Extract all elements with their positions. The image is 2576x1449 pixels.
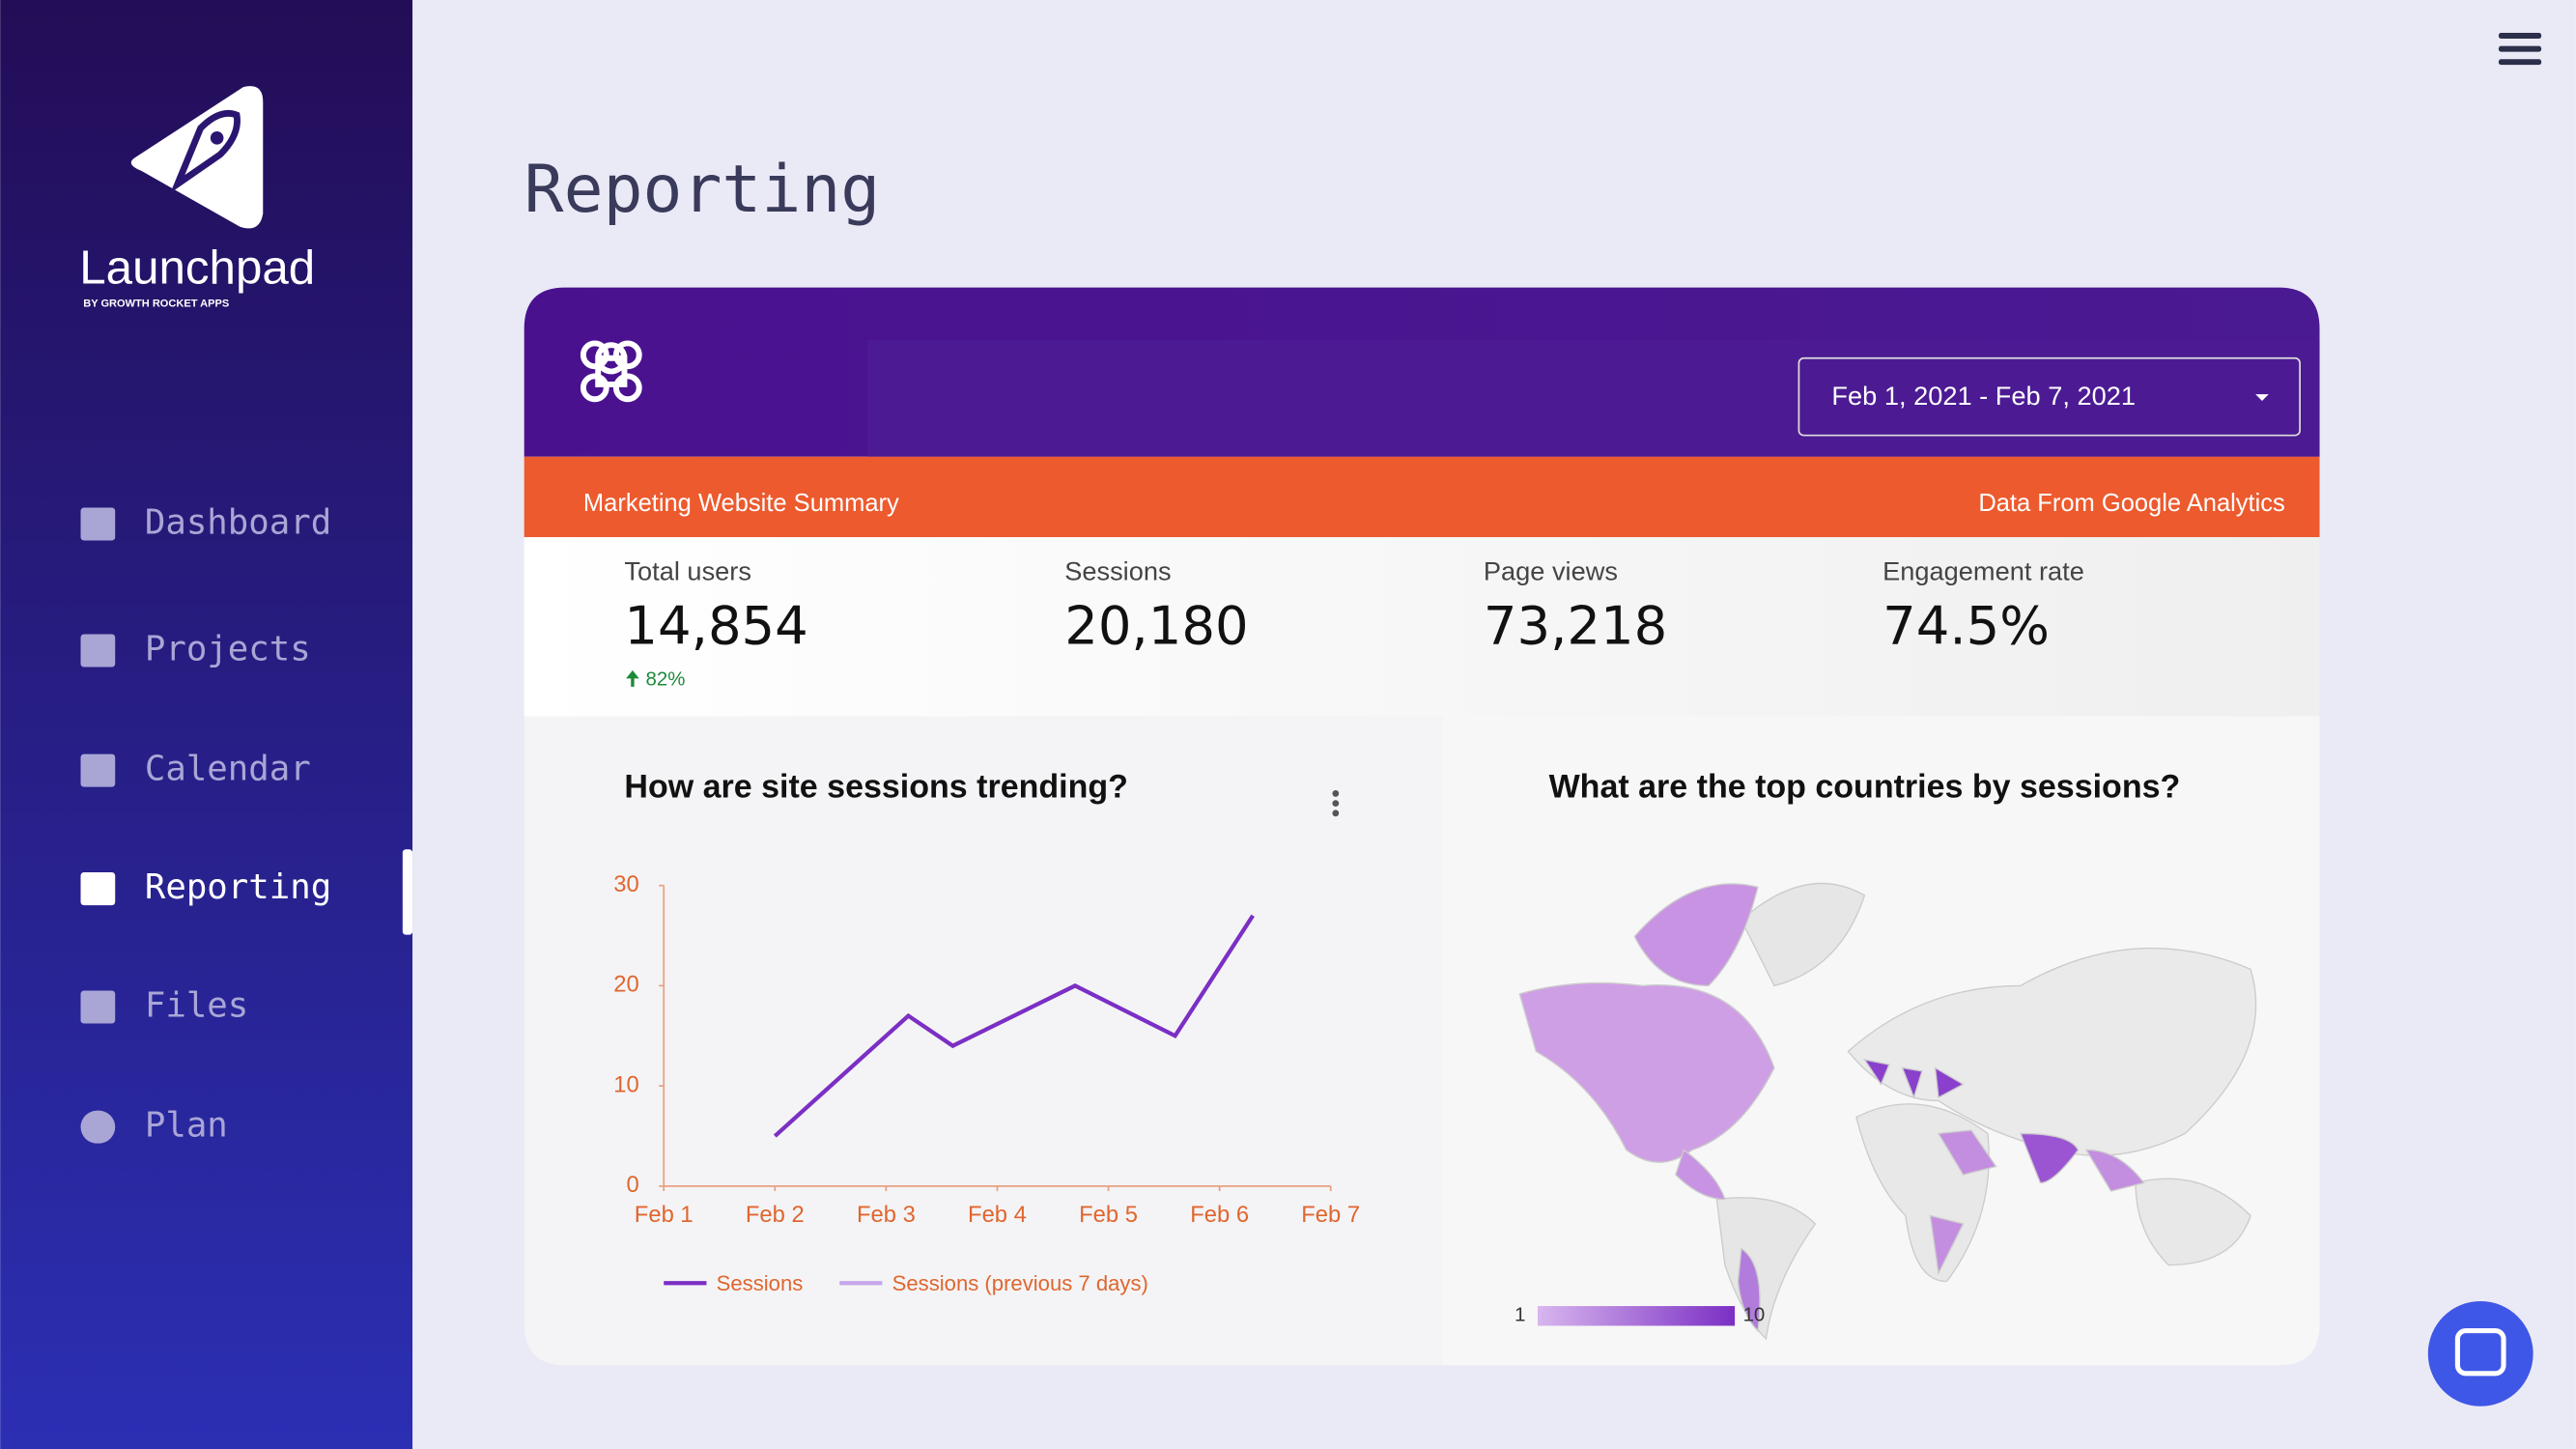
map-title: What are the top countries by sessions? bbox=[1549, 768, 2181, 805]
color-scale bbox=[1538, 1306, 1736, 1326]
y-tick-label: 0 bbox=[626, 1172, 638, 1198]
banner-right: Data From Google Analytics bbox=[1978, 490, 2284, 517]
sidebar bbox=[0, 0, 413, 1449]
metric-label: Total users bbox=[624, 556, 751, 586]
nav-item[interactable]: Plan bbox=[145, 1106, 228, 1146]
scale-min: 1 bbox=[1514, 1305, 1525, 1326]
x-tick-label: Feb 5 bbox=[1079, 1202, 1138, 1228]
date-range-picker[interactable] bbox=[1798, 356, 2301, 437]
active-indicator bbox=[402, 849, 413, 935]
dropdown-arrow bbox=[2255, 394, 2269, 401]
nav-icon bbox=[80, 1110, 116, 1144]
metric-value: 20,180 bbox=[1064, 594, 1248, 656]
metric-value: 14,854 bbox=[624, 594, 807, 656]
nav-item[interactable]: Calendar bbox=[145, 750, 311, 789]
x-tick-label: Feb 1 bbox=[635, 1202, 694, 1228]
metric-value: 74.5% bbox=[1882, 594, 2050, 656]
y-tick-label: 20 bbox=[613, 972, 638, 998]
metric-value: 73,218 bbox=[1484, 594, 1667, 656]
change-arrow bbox=[626, 669, 639, 687]
nav-icon bbox=[80, 634, 116, 668]
chat-icon bbox=[2454, 1327, 2506, 1377]
metric-label: Page views bbox=[1484, 556, 1618, 586]
x-tick-label: Feb 4 bbox=[968, 1202, 1027, 1228]
y-tick-label: 30 bbox=[613, 871, 638, 897]
nav-item[interactable]: Projects bbox=[145, 629, 311, 668]
nav-icon bbox=[80, 990, 116, 1024]
nav-icon bbox=[80, 507, 116, 541]
menu-button[interactable] bbox=[2498, 33, 2542, 66]
report-icon bbox=[580, 340, 642, 403]
legend-label: Sessions bbox=[717, 1271, 804, 1295]
series-line bbox=[773, 914, 1255, 1138]
metric-label: Engagement rate bbox=[1882, 556, 2084, 586]
x-tick-label: Feb 3 bbox=[857, 1202, 916, 1228]
chart-title: How are site sessions trending? bbox=[624, 768, 1127, 805]
metric-change: 82% bbox=[646, 668, 686, 690]
metrics-row bbox=[524, 537, 2320, 717]
nav-item[interactable]: Reporting bbox=[145, 867, 331, 907]
legend-label: Sessions (previous 7 days) bbox=[892, 1271, 1148, 1295]
header-panel bbox=[867, 340, 2320, 457]
nav-icon bbox=[80, 872, 116, 906]
date-range: Feb 1, 2021 - Feb 7, 2021 bbox=[1831, 381, 2136, 411]
nav-icon bbox=[80, 753, 116, 787]
logo bbox=[130, 86, 264, 229]
page-title: Reporting bbox=[524, 152, 881, 228]
x-tick-label: Feb 7 bbox=[1301, 1202, 1360, 1228]
scale-max: 10 bbox=[1743, 1305, 1766, 1326]
x-tick-label: Feb 6 bbox=[1190, 1202, 1249, 1228]
x-tick-label: Feb 2 bbox=[746, 1202, 805, 1228]
banner bbox=[524, 456, 2320, 538]
chart-menu[interactable] bbox=[1332, 790, 1340, 817]
world-map bbox=[1518, 882, 2257, 1341]
y-tick-label: 10 bbox=[613, 1071, 638, 1097]
banner-left: Marketing Website Summary bbox=[583, 490, 899, 517]
brand-sub: BY GROWTH ROCKET APPS bbox=[83, 298, 229, 310]
metric-label: Sessions bbox=[1064, 556, 1171, 586]
chat-button[interactable] bbox=[2427, 1300, 2534, 1406]
nav-item[interactable]: Dashboard bbox=[145, 503, 331, 543]
brand: Launchpad bbox=[79, 242, 315, 295]
nav-item[interactable]: Files bbox=[145, 986, 248, 1026]
